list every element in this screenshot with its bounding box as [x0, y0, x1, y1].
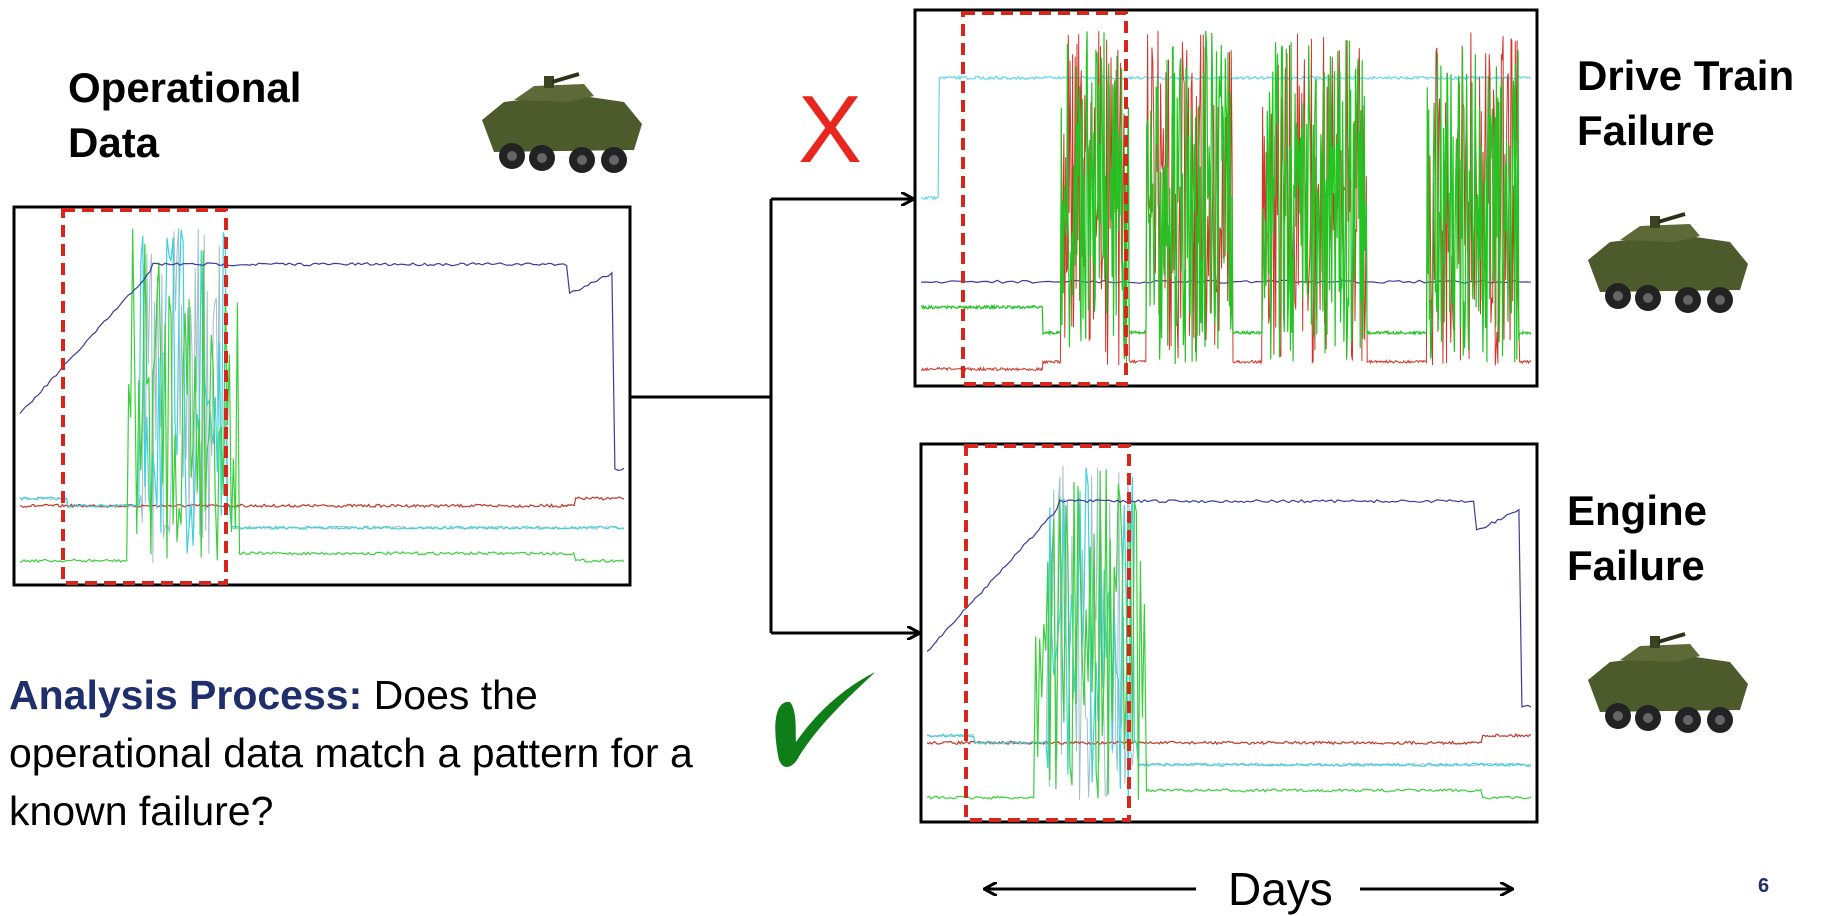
analysis-lead: Analysis Process: — [9, 672, 363, 718]
signal-trace — [920, 30, 1532, 365]
connector — [630, 199, 919, 633]
signal-trace — [19, 228, 625, 563]
signal-trace — [926, 467, 1532, 799]
check-mark — [775, 672, 875, 767]
panel-title: Operational Data — [68, 64, 302, 166]
signal-trace — [926, 465, 1532, 800]
signal-trace — [920, 279, 1532, 284]
signal-trace — [19, 496, 625, 509]
chart-frame — [913, 8, 1539, 388]
signal-trace — [19, 229, 625, 554]
chart-frame — [919, 442, 1539, 824]
verdict-mark: X — [798, 76, 863, 183]
axis-label: Days — [1228, 863, 1333, 915]
signal-trace — [926, 469, 1532, 800]
plots — [19, 30, 1532, 800]
vehicle-image — [480, 72, 644, 175]
vehicle-image — [1586, 632, 1750, 735]
analysis-text: Analysis Process: Does the operational d… — [9, 666, 729, 840]
match-label: Drive Train Failure — [1577, 52, 1795, 154]
page-number: 6 — [1758, 875, 1770, 897]
signal-trace — [19, 262, 625, 472]
signal-trace — [19, 228, 625, 564]
vehicle-image — [1586, 212, 1750, 315]
signal-trace — [926, 498, 1532, 708]
analysis-question: Does the operational data match a patter… — [9, 672, 693, 834]
match-label: Engine Failure — [1567, 487, 1708, 589]
highlight-boxes — [61, 11, 1131, 822]
